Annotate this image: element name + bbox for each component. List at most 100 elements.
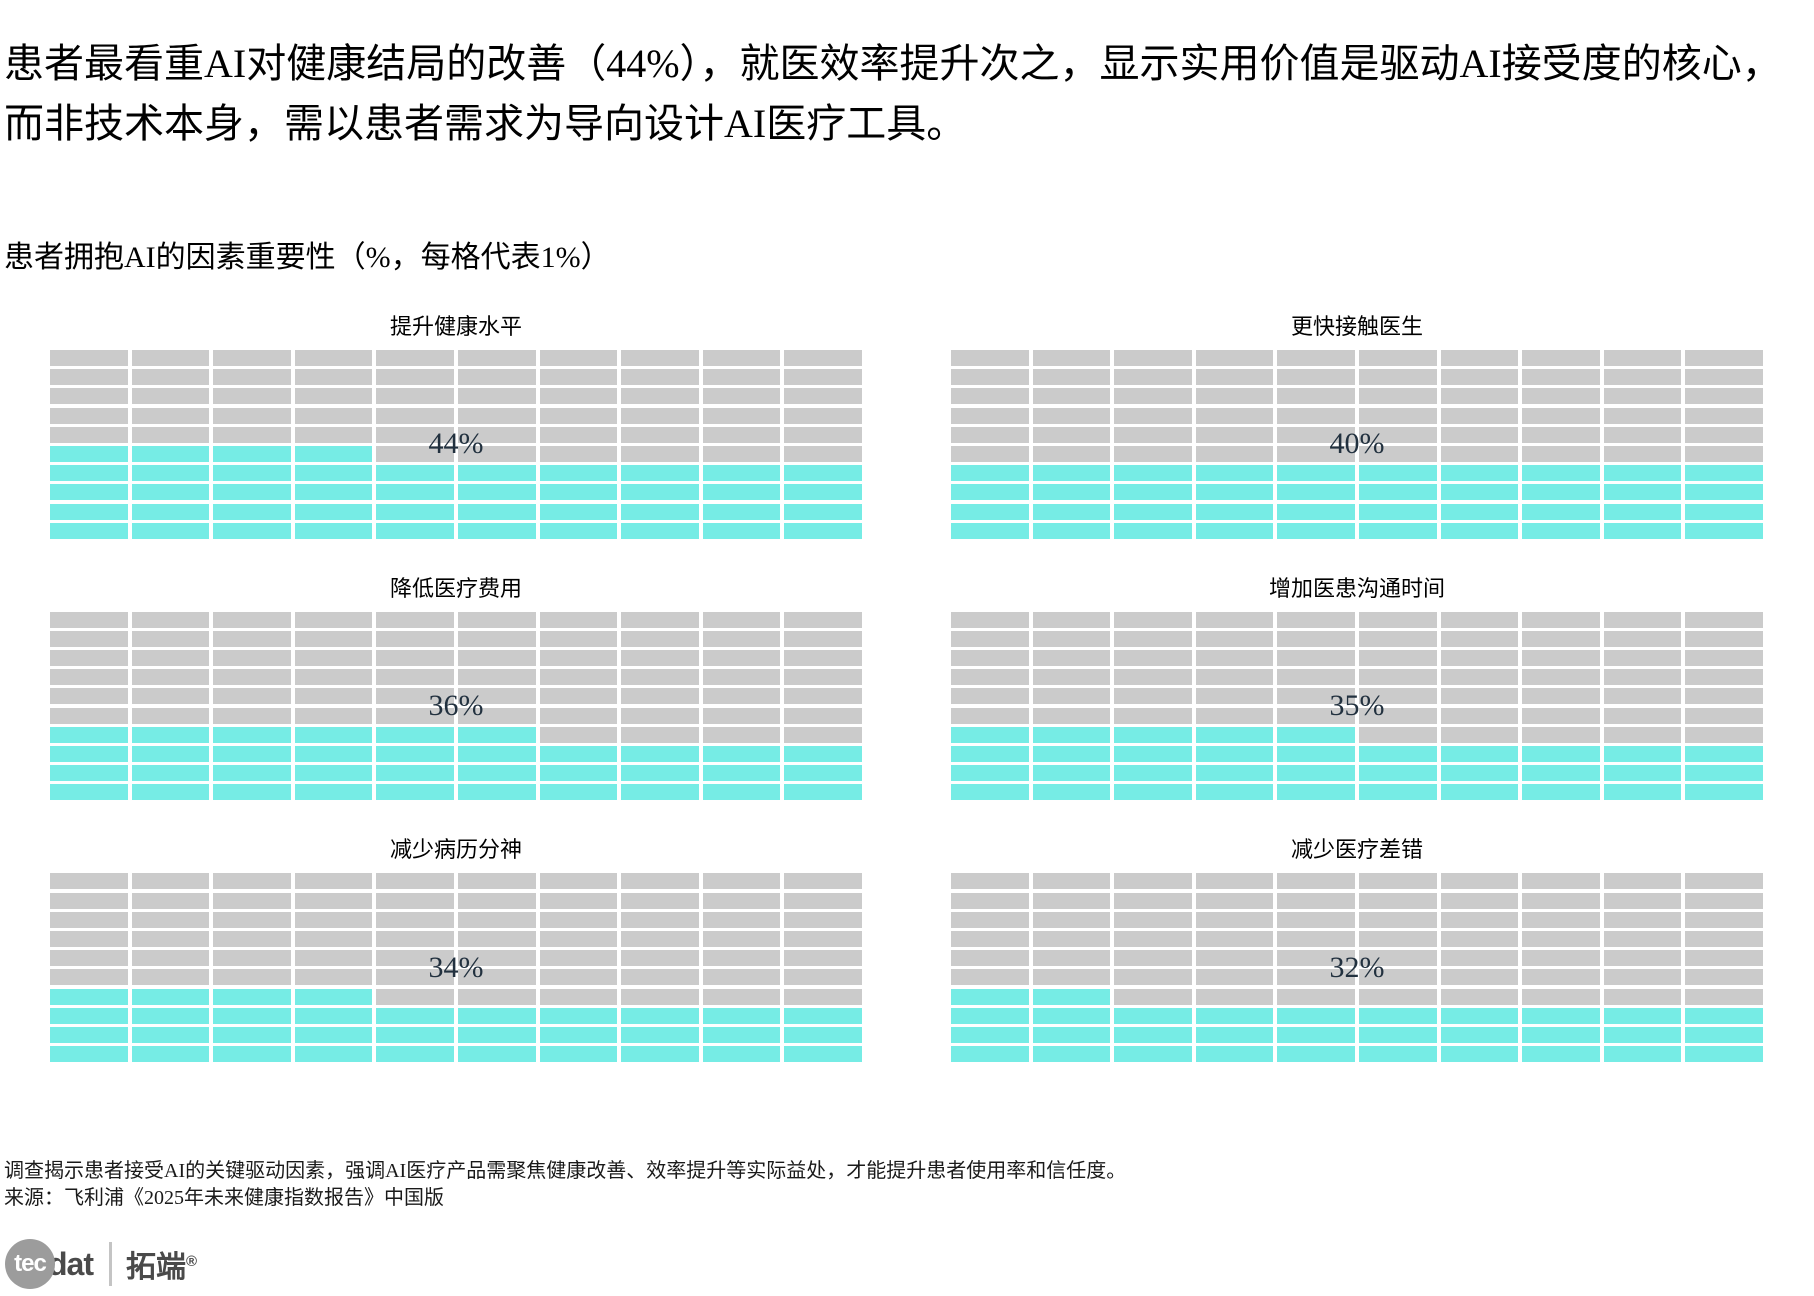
waffle-cell-empty (131, 369, 210, 386)
waffle-cell-filled (621, 484, 699, 501)
waffle-cell-empty (1440, 426, 1519, 443)
waffle-cell-empty (951, 707, 1029, 724)
waffle-cell-filled (1195, 1026, 1274, 1043)
waffle-cell-empty (131, 911, 210, 928)
waffle-cell-empty (1032, 445, 1111, 462)
waffle-cell-empty (1358, 630, 1437, 647)
waffle-grid: 32% (951, 873, 1763, 1063)
waffle-cell-empty (1358, 911, 1437, 928)
waffle-cell-filled (1358, 746, 1437, 762)
waffle-cell-filled (1603, 784, 1682, 801)
waffle-cell-empty (131, 669, 210, 686)
waffle-cell-filled (702, 484, 781, 501)
waffle-cell-empty (50, 707, 128, 724)
waffle-cell-filled (1440, 484, 1519, 501)
waffle-cell-empty (1358, 988, 1437, 1005)
waffle-cell-empty (702, 707, 781, 724)
waffle-cell-empty (784, 388, 862, 405)
logo-suffix-text: dat (48, 1245, 94, 1282)
waffle-cell-empty (1440, 707, 1519, 724)
waffle-cell-filled (702, 746, 781, 762)
waffle-cell-filled (702, 1007, 781, 1024)
waffle-cell-empty (376, 369, 454, 386)
waffle-cell-empty (1522, 988, 1600, 1005)
waffle-cell-empty (702, 426, 781, 443)
waffle-cell-empty (1277, 445, 1355, 462)
waffle-cell-empty (457, 873, 536, 890)
waffle-cell-filled (294, 522, 373, 539)
waffle-cell-filled (784, 1046, 862, 1063)
waffle-cell-empty (213, 873, 291, 890)
waffle-cell-filled (1032, 522, 1111, 539)
headline: 患者最看重AI对健康结局的改善（44%），就医效率提升次之，显示实用价值是驱动A… (4, 34, 1812, 154)
waffle-cell-empty (457, 911, 536, 928)
waffle-cell-empty (1114, 350, 1192, 366)
waffle-cell-filled (50, 465, 128, 482)
waffle-cell-empty (294, 369, 373, 386)
waffle-cell-empty (294, 350, 373, 366)
waffle-cell-empty (1277, 688, 1355, 705)
waffle-cell-filled (213, 484, 291, 501)
waffle-chart-faster-doctor-access: 更快接触医生 40% (951, 312, 1763, 539)
value-label: 40% (1329, 427, 1385, 461)
waffle-cell-empty (1195, 669, 1274, 686)
waffle-cell-empty (213, 911, 291, 928)
waffle-cell-filled (50, 746, 128, 762)
waffle-cell-empty (457, 426, 536, 443)
waffle-cell-filled (951, 988, 1029, 1005)
waffle-cell-filled (294, 784, 373, 801)
waffle-cell-filled (294, 1046, 373, 1063)
waffle-cell-empty (1603, 369, 1682, 386)
waffle-cell-empty (213, 650, 291, 667)
waffle-cell-filled (1358, 503, 1437, 520)
waffle-cell-empty (1114, 988, 1192, 1005)
waffle-cell-filled (539, 503, 618, 520)
waffle-cell-empty (1358, 950, 1437, 967)
waffle-cell-filled (702, 1026, 781, 1043)
waffle-cell-filled (1603, 1046, 1682, 1063)
waffle-cell-filled (294, 765, 373, 782)
waffle-cell-empty (621, 930, 699, 947)
waffle-cell-empty (1685, 688, 1763, 705)
waffle-cell-filled (1685, 503, 1763, 520)
waffle-cell-empty (539, 873, 618, 890)
waffle-cell-empty (1195, 630, 1274, 647)
waffle-cell-empty (1032, 707, 1111, 724)
waffle-cell-empty (1440, 950, 1519, 967)
waffle-cell-empty (1114, 950, 1192, 967)
waffle-cell-empty (1522, 407, 1600, 424)
waffle-cell-empty (294, 669, 373, 686)
waffle-cell-empty (376, 911, 454, 928)
waffle-cell-empty (539, 611, 618, 628)
waffle-cell-filled (784, 465, 862, 482)
waffle-cell-empty (1114, 892, 1192, 909)
waffle-cell-empty (1522, 950, 1600, 967)
waffle-cell-filled (1440, 1026, 1519, 1043)
waffle-cell-filled (1032, 746, 1111, 762)
waffle-cell-filled (294, 503, 373, 520)
waffle-cell-filled (621, 1026, 699, 1043)
waffle-cell-filled (1685, 746, 1763, 762)
waffle-cell-filled (1195, 1046, 1274, 1063)
chart-subtitle: 患者拥抱AI的因素重要性（%，每格代表1%） (4, 241, 611, 274)
waffle-cell-filled (951, 1046, 1029, 1063)
waffle-cell-empty (50, 688, 128, 705)
waffle-cell-empty (294, 707, 373, 724)
waffle-chart-lower-cost: 降低医疗费用 36% (50, 574, 862, 801)
waffle-cell-filled (376, 1046, 454, 1063)
waffle-cell-empty (702, 726, 781, 743)
waffle-cell-empty (213, 688, 291, 705)
waffle-cell-empty (1195, 388, 1274, 405)
waffle-cell-empty (1685, 911, 1763, 928)
waffle-cell-empty (539, 707, 618, 724)
waffle-cell-empty (131, 350, 210, 366)
waffle-cell-filled (1277, 484, 1355, 501)
waffle-cell-empty (213, 707, 291, 724)
chart-title: 提升健康水平 (389, 314, 522, 339)
waffle-cell-empty (1603, 969, 1682, 986)
waffle-cell-filled (621, 746, 699, 762)
waffle-cell-empty (1440, 930, 1519, 947)
waffle-cell-empty (131, 407, 210, 424)
waffle-cell-filled (1114, 746, 1192, 762)
waffle-cell-empty (1603, 426, 1682, 443)
